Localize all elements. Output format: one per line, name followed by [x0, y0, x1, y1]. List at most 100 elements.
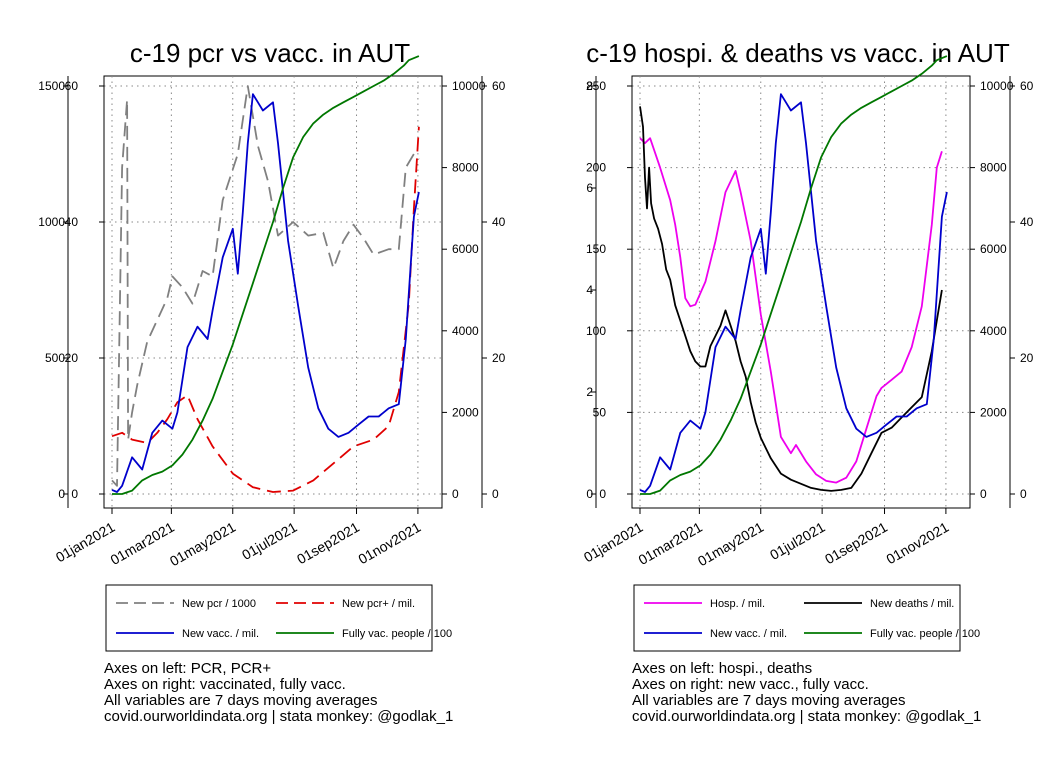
- left-series-new-pcr-mil: [111, 126, 420, 493]
- right-plot-frame: [631, 75, 971, 509]
- left-axis-tick-label: 6000: [452, 242, 479, 256]
- right-axis-right-inner: 0 2000 4000 6000 8000 10000: [969, 76, 1014, 508]
- left-x-tick-label: 01jan2021: [53, 519, 118, 566]
- right-axis-tick-label: 4000: [980, 324, 1007, 338]
- left-legend: New pcr / 1000 New pcr+ / mil. New vacc. /…: [105, 584, 452, 652]
- left-axis-tick-label: 1500: [38, 79, 65, 93]
- left-axis-tick-label: 20: [492, 351, 506, 365]
- right-axis-right-outer: 0 20 40 60: [1009, 76, 1034, 508]
- right-axis-tick-label: 40: [1020, 215, 1034, 229]
- right-axis-tick-label: 2000: [980, 405, 1007, 419]
- right-axis-tick-label: 8000: [980, 161, 1007, 175]
- right-axis-tick-label: 0: [980, 487, 987, 501]
- right-gridlines: [632, 76, 970, 508]
- right-legend-box: [633, 584, 961, 652]
- right-axis-tick-label: 0: [586, 487, 593, 501]
- left-x-tick-label: 01mar2021: [108, 519, 178, 568]
- left-axis-tick-label: 500: [45, 351, 65, 365]
- right-axis-tick-label: 6000: [980, 242, 1007, 256]
- right-series: [639, 55, 948, 495]
- left-chart: c-19 pcr vs vacc. in AUT 0 500 1000 1500 0 20 4…: [38, 38, 506, 725]
- left-axis-right-inner: 0 2000 4000 6000 8000 10000: [441, 76, 486, 508]
- left-legend-label: New pcr+ / mil.: [342, 598, 415, 610]
- left-legend-box: [105, 584, 433, 652]
- right-legend-label: Fully vac. people / 100: [870, 628, 980, 640]
- left-x-tick-label: 01may2021: [167, 519, 239, 570]
- left-axis-tick-label: 1000: [38, 215, 65, 229]
- left-legend-label: New pcr / 1000: [182, 598, 256, 610]
- left-notes: Axes on left: PCR, PCR+Axes on right: va…: [104, 660, 453, 725]
- right-note-line: Axes on left: hospi., deaths: [632, 660, 812, 677]
- right-title: c-19 hospi. & deaths vs vacc. in AUT: [586, 38, 1010, 68]
- right-legend-label: New deaths / mil.: [870, 598, 954, 610]
- right-legend-label: Hosp. / mil.: [710, 598, 765, 610]
- right-axis-tick-label: 6: [586, 181, 593, 195]
- left-axis-tick-label: 20: [65, 351, 79, 365]
- right-x-tick-label: 01sep2021: [822, 519, 890, 568]
- right-note-line: All variables are 7 days moving averages: [632, 692, 905, 709]
- left-legend-label: New vacc. / mil.: [182, 628, 259, 640]
- left-axis-tick-label: 60: [492, 79, 506, 93]
- right-axis-left-inner: 0 50 100 150 200 250: [586, 76, 633, 508]
- left-axis-tick-label: 2000: [452, 405, 479, 419]
- right-axis-tick-label: 250: [586, 79, 606, 93]
- left-note-line: Axes on left: PCR, PCR+: [104, 660, 271, 677]
- left-axis-tick-label: 0: [58, 487, 65, 501]
- right-series-hosp-mil: [639, 137, 943, 484]
- left-axis-tick-label: 40: [65, 215, 79, 229]
- left-title: c-19 pcr vs vacc. in AUT: [130, 38, 410, 68]
- left-series: [111, 55, 420, 495]
- left-axis-tick-label: 60: [65, 79, 79, 93]
- left-note-line: Axes on right: vaccinated, fully vacc.: [104, 676, 346, 693]
- left-axis-right-outer: 0 20 40 60: [481, 76, 506, 508]
- left-axis-tick-label: 0: [492, 487, 499, 501]
- left-series-new-vacc-mil: [111, 93, 420, 493]
- right-x-tick-label: 01mar2021: [636, 519, 706, 568]
- right-axis-tick-label: 60: [1020, 79, 1034, 93]
- right-note-line: covid.ourworldindata.org | stata monkey:…: [632, 708, 981, 725]
- left-x-tick-label: 01nov2021: [355, 519, 423, 568]
- left-x-tick-label: 01jul2021: [239, 519, 300, 563]
- right-legend: Hosp. / mil. New deaths / mil. New vacc. /…: [633, 584, 980, 652]
- right-axis-tick-label: 0: [599, 487, 606, 501]
- right-note-line: Axes on right: new vacc., fully vacc.: [632, 676, 869, 693]
- right-axis-tick-label: 4: [586, 283, 593, 297]
- right-axis-tick-label: 2: [586, 385, 593, 399]
- left-x-tick-label: 01sep2021: [294, 519, 362, 568]
- right-x-tick-label: 01jul2021: [767, 519, 828, 563]
- right-series-fully-vac-people-100: [640, 55, 948, 495]
- right-chart: c-19 hospi. & deaths vs vacc. in AUT 0 2 4 6…: [581, 38, 1034, 725]
- right-axis-tick-label: 150: [586, 242, 606, 256]
- left-plot-frame: [103, 75, 443, 509]
- right-axis-tick-label: 20: [1020, 351, 1034, 365]
- right-series-new-vacc-mil: [639, 93, 948, 493]
- left-axis-tick-label: 0: [452, 487, 459, 501]
- right-legend-label: New vacc. / mil.: [710, 628, 787, 640]
- left-series-new-pcr-1000: [111, 85, 420, 487]
- left-gridlines: [104, 76, 442, 508]
- right-axis-tick-label: 50: [593, 405, 607, 419]
- right-axis-tick-label: 0: [1020, 487, 1027, 501]
- left-axis-tick-label: 4000: [452, 324, 479, 338]
- right-axis-tick-label: 100: [586, 324, 606, 338]
- right-x-tick-label: 01nov2021: [883, 519, 951, 568]
- left-axis-left-inner: 0 20 40 60: [65, 76, 105, 508]
- right-axis-tick-label: 200: [586, 161, 606, 175]
- right-axis-tick-label: 10000: [980, 79, 1014, 93]
- left-series-fully-vac-people-100: [112, 55, 420, 495]
- left-axis-tick-label: 40: [492, 215, 506, 229]
- right-axis-tick-label: 8: [586, 79, 593, 93]
- right-x-tick-label: 01may2021: [695, 519, 767, 570]
- right-x-tick-label: 01jan2021: [581, 519, 646, 566]
- left-legend-label: Fully vac. people / 100: [342, 628, 452, 640]
- left-note-line: covid.ourworldindata.org | stata monkey:…: [104, 708, 453, 725]
- left-axis-tick-label: 8000: [452, 161, 479, 175]
- left-axis-left-outer: 0 500 1000 1500: [38, 76, 69, 508]
- right-axis-left-outer: 0 2 4 6 8: [586, 76, 597, 508]
- left-note-line: All variables are 7 days moving averages: [104, 692, 377, 709]
- left-axis-tick-label: 10000: [452, 79, 486, 93]
